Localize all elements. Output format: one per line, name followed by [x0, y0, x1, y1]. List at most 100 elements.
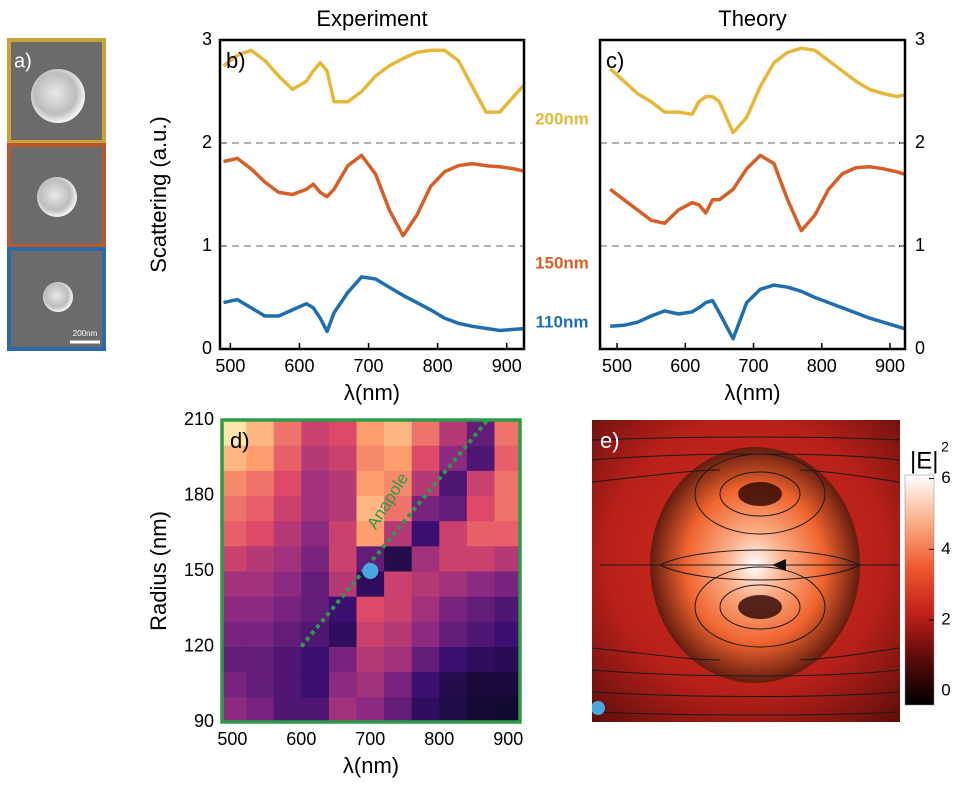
colorbar: [904, 474, 935, 706]
heatmap-cell: [356, 495, 385, 522]
heatmap-cell: [384, 646, 413, 673]
heatmap-cell: [494, 470, 520, 496]
heatmap-cell: [439, 520, 468, 547]
heatmap-cell: [356, 596, 385, 622]
heatmap-cell: [222, 445, 247, 471]
heatmap-cell: [301, 470, 330, 496]
sem-particle: [43, 282, 73, 312]
heatmap-cell: [222, 470, 247, 496]
y-tick-label: 1: [915, 235, 925, 255]
heatmap-cell: [522, 571, 550, 597]
heatmap-cell: [494, 495, 520, 522]
heatmap-cell: [246, 545, 275, 572]
heatmap-cell: [301, 495, 330, 522]
heatmap-cell: [522, 420, 550, 446]
heatmap-cell: [222, 696, 247, 722]
y-tick-label: 210: [184, 409, 214, 429]
heatmap-cell: [222, 420, 247, 446]
heatmap-cell: [411, 545, 440, 572]
x-axis-label: λ(nm): [724, 380, 780, 405]
heatmap-cell: [246, 420, 275, 446]
heatmap-cell: [466, 696, 495, 722]
anapole-line: [299, 420, 490, 648]
heatmap-cell: [246, 520, 275, 547]
heatmap-cell: [439, 545, 468, 572]
heatmap-cell: [439, 621, 468, 647]
heatmap-cell: [273, 671, 302, 698]
plot-frame: [218, 38, 526, 351]
heatmap-cell: [411, 696, 440, 722]
x-tick-label: 600: [286, 729, 316, 749]
heatmap-cell: [328, 621, 358, 647]
heatmap-cell: [439, 445, 468, 471]
heatmap-cell: [246, 470, 275, 496]
heatmap-cell: [246, 571, 275, 597]
data-line: [223, 275, 524, 334]
heatmap-cell: [411, 596, 440, 622]
x-tick-label: 800: [424, 729, 454, 749]
colorbar-label-sup: 2: [941, 439, 949, 455]
heatmap-cell: [439, 696, 468, 722]
x-tick-label: 600: [284, 356, 314, 376]
chart-title: Theory: [718, 6, 786, 31]
heatmap-cell: [494, 545, 520, 572]
colorbar-label: |E|: [910, 447, 938, 474]
heatmap-cell: [384, 621, 413, 647]
x-tick-label: 900: [492, 356, 522, 376]
marker-dot: [362, 563, 379, 579]
heatmap-cell: [273, 445, 302, 471]
heatmap-cell: [439, 596, 468, 622]
streamlines: [592, 436, 900, 716]
x-tick-label: 700: [739, 356, 769, 376]
series-label: 200nm: [535, 109, 589, 128]
x-tick-label: 700: [355, 729, 385, 749]
heatmap-cell: [411, 420, 440, 446]
heatmap-cell: [273, 571, 302, 597]
colorbar-tick-label: 0: [941, 680, 950, 699]
heatmap-cell: [384, 696, 413, 722]
heatmap-cell: [384, 571, 413, 597]
y-tick-label: 180: [184, 484, 214, 504]
heatmap-cell: [222, 545, 247, 572]
panel-label: e): [600, 428, 620, 453]
heatmap-cell: [466, 445, 495, 471]
heatmap-cell: [494, 445, 520, 471]
heatmap-cell: [466, 495, 495, 522]
heatmap-cell: [356, 445, 385, 471]
y-tick-label: 150: [184, 560, 214, 580]
data-line: [610, 283, 905, 341]
heatmap-cell: [384, 445, 413, 471]
heatmap-cell: [246, 696, 275, 722]
y-tick-label: 3: [915, 29, 925, 49]
heatmap-cell: [466, 520, 495, 547]
heatmap-cell: [411, 646, 440, 673]
x-tick-label: 800: [423, 356, 453, 376]
x-tick-label: 700: [354, 356, 384, 376]
x-axis-label: λ(nm): [344, 380, 400, 405]
heatmap-cell: [301, 420, 330, 446]
heatmap-cell: [328, 495, 358, 522]
heatmap-cell: [411, 571, 440, 597]
panel-label: c): [606, 48, 624, 73]
heatmap-cell: [522, 672, 550, 698]
y-tick-label: 3: [202, 29, 212, 49]
y-tick-label: 0: [915, 338, 925, 358]
heatmap-cell: [356, 520, 385, 547]
heatmap-cell: [384, 671, 413, 698]
heatmap-cell: [384, 495, 413, 522]
heatmap-cell: [301, 596, 330, 622]
heatmap-cell: [222, 495, 247, 522]
heatmap-cell: [328, 445, 358, 471]
x-tick-label: 500: [217, 729, 247, 749]
heatmap-cell: [273, 520, 302, 547]
heatmap-cell: [384, 545, 413, 572]
field-arrow: [772, 559, 786, 571]
heatmap-cell: [301, 621, 330, 647]
heatmap-cell: [246, 646, 275, 673]
heatmap-cell: [328, 520, 358, 547]
plot-area: [600, 40, 905, 349]
heatmap-cell: [222, 596, 247, 622]
x-tick-label: 500: [215, 356, 245, 376]
heatmap-cell: [439, 646, 468, 673]
